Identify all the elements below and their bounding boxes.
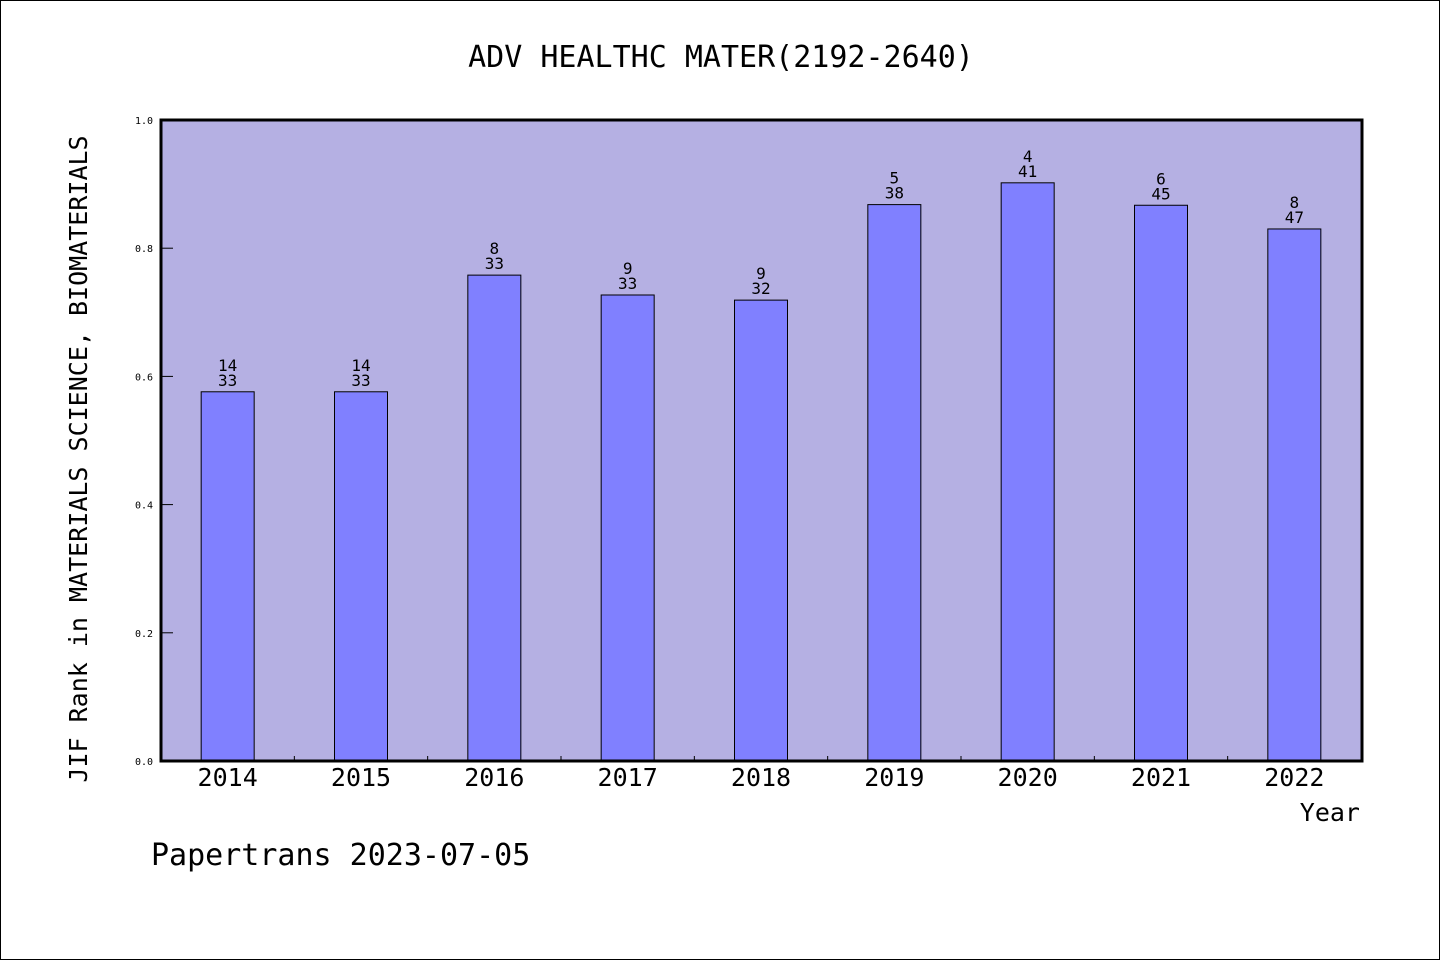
rank-label-2021: 6: [1156, 169, 1166, 188]
x-tick-label-2018: 2018: [731, 763, 791, 792]
total-label-2014: 33: [218, 371, 237, 390]
total-label-2016: 33: [485, 254, 504, 273]
x-axis-label: Year: [1300, 798, 1360, 827]
total-label-2017: 33: [618, 274, 637, 293]
x-axis: 2014 2015 2016 2017 2018 2019 2020 2021 2022: [198, 756, 1324, 792]
y-axis: 0.0 0.2 0.4 0.6 0.8 1.0: [135, 116, 173, 768]
y-tick-label: 0.0: [135, 757, 153, 768]
bar-2019: [867, 204, 922, 762]
rank-label-2016: 8: [490, 239, 500, 258]
x-tick-label-2022: 2022: [1264, 763, 1324, 792]
footer-text: Papertrans 2023-07-05: [151, 838, 530, 873]
bars-group: [200, 182, 1322, 762]
rank-label-2018: 9: [756, 264, 766, 283]
total-label-2019: 38: [885, 184, 904, 203]
x-tick-label-2021: 2021: [1131, 763, 1191, 792]
bar-2020: [1000, 182, 1055, 762]
x-tick-label-2015: 2015: [331, 763, 391, 792]
bar-2021: [1134, 204, 1188, 762]
x-tick-label-2016: 2016: [464, 763, 524, 792]
bar-2022: [1267, 228, 1322, 762]
chart-title: ADV HEALTHC MATER(2192-2640): [468, 40, 974, 75]
total-label-2020: 41: [1018, 162, 1037, 181]
bar-2018: [734, 299, 788, 762]
y-axis-label: JIF Rank in MATERIALS SCIENCE, BIOMATERI…: [64, 135, 93, 782]
y-tick-label: 0.4: [135, 501, 153, 512]
total-label-2018: 32: [751, 279, 770, 298]
bar-2016: [467, 274, 522, 762]
y-tick-label: 0.6: [135, 372, 153, 383]
total-label-2015: 33: [351, 371, 370, 390]
y-tick-label: 0.2: [135, 629, 153, 640]
x-tick-label-2014: 2014: [198, 763, 258, 792]
total-label-2021: 45: [1151, 184, 1170, 203]
rank-label-2020: 4: [1023, 147, 1033, 166]
bar-2015: [334, 391, 388, 762]
bar-2017: [600, 294, 655, 762]
x-tick-label-2017: 2017: [598, 763, 658, 792]
bar-2014: [200, 391, 255, 762]
x-tick-label-2019: 2019: [864, 763, 924, 792]
rank-label-2017: 9: [623, 259, 633, 278]
rank-label-2015: 14: [351, 356, 370, 375]
rank-label-2022: 8: [1290, 193, 1300, 212]
y-tick-label: 1.0: [135, 116, 153, 127]
rank-label-2014: 14: [218, 356, 237, 375]
rank-label-2019: 5: [890, 169, 900, 188]
total-label-2022: 47: [1285, 208, 1304, 227]
x-tick-label-2020: 2020: [998, 763, 1058, 792]
y-tick-label: 0.8: [135, 244, 153, 255]
plot-border: [159, 118, 1364, 763]
